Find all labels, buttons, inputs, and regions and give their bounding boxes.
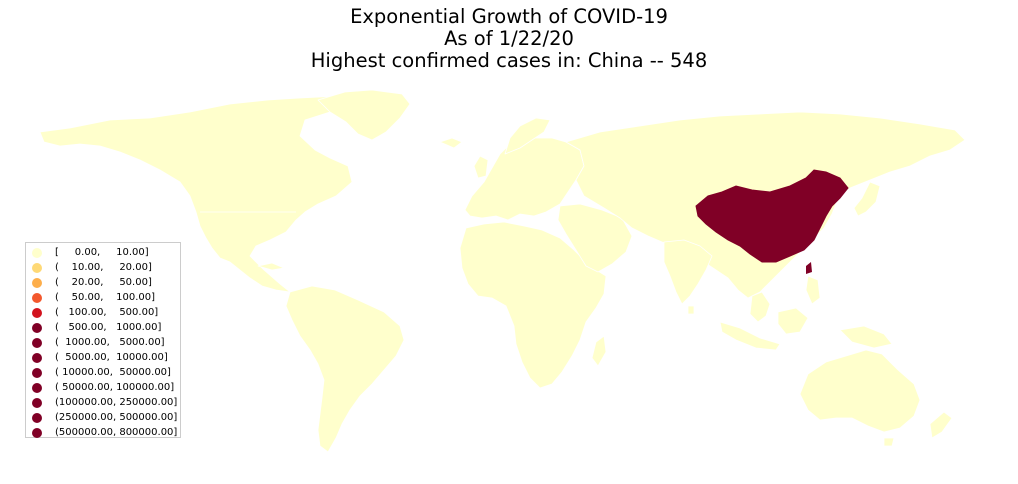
legend-label: (100000.00, 250000.00] — [55, 397, 178, 408]
legend-item: ( 50.00, 100.00] — [32, 290, 180, 305]
southeast-asia — [749, 291, 771, 323]
map-title: Exponential Growth of COVID-19 As of 1/2… — [0, 6, 1018, 72]
greenland — [317, 89, 411, 141]
india — [663, 239, 713, 305]
legend-swatch-icon — [32, 367, 42, 378]
legend-label: ( 1000.00, 5000.00] — [55, 337, 165, 348]
uk — [473, 155, 489, 179]
tasmania — [883, 437, 895, 447]
legend-label: ( 100.00, 500.00] — [55, 307, 159, 318]
legend-item: ( 50000.00, 100000.00] — [32, 380, 180, 395]
title-line-2: As of 1/22/20 — [444, 27, 574, 50]
legend-item: (500000.00, 800000.00] — [32, 425, 180, 440]
madagascar — [591, 335, 607, 367]
legend-swatch-icon — [32, 292, 42, 303]
legend-label: (250000.00, 500000.00] — [55, 412, 178, 423]
legend-item: ( 10000.00, 50000.00] — [32, 365, 180, 380]
middle-east — [557, 203, 633, 273]
legend: [ 0.00, 10.00] ( 10.00, 20.00] ( 20.00, 50… — [25, 242, 181, 438]
australia — [799, 349, 921, 433]
legend-swatch-icon — [32, 337, 42, 348]
title-line-3: Highest confirmed cases in: China -- 548 — [310, 49, 708, 72]
borneo — [777, 307, 809, 335]
legend-label: ( 500.00, 1000.00] — [55, 322, 162, 333]
legend-item: ( 1000.00, 5000.00] — [32, 335, 180, 350]
taiwan — [806, 262, 812, 274]
legend-swatch-icon — [32, 307, 42, 318]
legend-item: ( 500.00, 1000.00] — [32, 320, 180, 335]
title-line-1: Exponential Growth of COVID-19 — [350, 5, 668, 28]
indonesia-west — [719, 321, 781, 351]
legend-label: ( 20.00, 50.00] — [55, 277, 152, 288]
legend-item: ( 100.00, 500.00] — [32, 305, 180, 320]
legend-item: (250000.00, 500000.00] — [32, 410, 180, 425]
legend-label: (500000.00, 800000.00] — [55, 427, 178, 438]
legend-swatch-icon — [32, 277, 42, 288]
legend-item: ( 20.00, 50.00] — [32, 275, 180, 290]
legend-swatch-icon — [32, 247, 42, 258]
legend-swatch-icon — [32, 352, 42, 363]
legend-label: ( 10000.00, 50000.00] — [55, 367, 171, 378]
legend-item: ( 5000.00, 10000.00] — [32, 350, 180, 365]
new-guinea — [839, 325, 893, 349]
iceland — [439, 137, 463, 149]
philippines — [805, 275, 821, 305]
new-zealand — [929, 411, 953, 439]
legend-swatch-icon — [32, 262, 42, 273]
legend-swatch-icon — [32, 322, 42, 333]
legend-item: (100000.00, 250000.00] — [32, 395, 180, 410]
cuba — [257, 262, 285, 271]
sri-lanka — [687, 305, 695, 315]
legend-swatch-icon — [32, 412, 42, 423]
south-america — [285, 285, 405, 453]
legend-label: ( 10.00, 20.00] — [55, 262, 152, 273]
legend-swatch-icon — [32, 397, 42, 408]
legend-swatch-icon — [32, 382, 42, 393]
legend-item: [ 0.00, 10.00] — [32, 245, 180, 260]
china-region — [695, 169, 849, 263]
legend-label: ( 50.00, 100.00] — [55, 292, 156, 303]
legend-label: [ 0.00, 10.00] — [55, 247, 149, 258]
legend-label: ( 50000.00, 100000.00] — [55, 382, 175, 393]
africa — [459, 221, 607, 389]
scandinavia — [504, 117, 551, 155]
legend-item: ( 10.00, 20.00] — [32, 260, 180, 275]
legend-label: ( 5000.00, 10000.00] — [55, 352, 168, 363]
japan — [853, 181, 881, 217]
legend-swatch-icon — [32, 427, 42, 438]
